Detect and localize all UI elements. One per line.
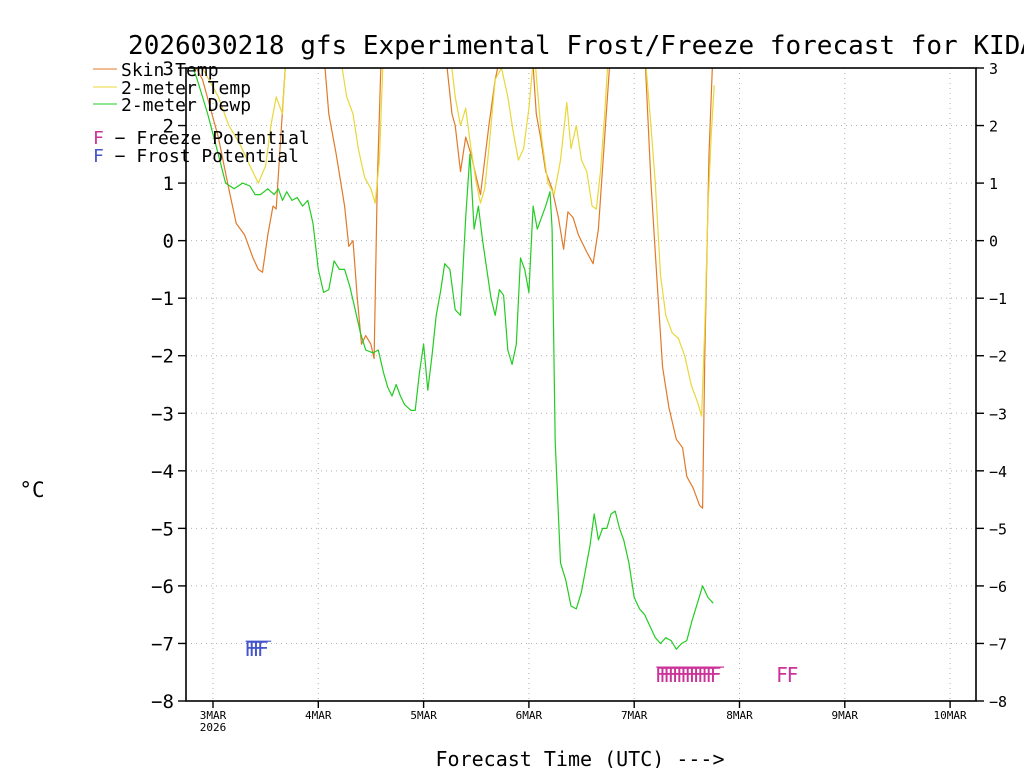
y-tick-label-right: 1 (989, 175, 998, 193)
x-tick-label: 10MAR (934, 709, 967, 722)
y-tick-label-left: −3 (151, 403, 174, 425)
y-tick-label-left: −4 (151, 461, 174, 483)
x-tick-label: 7MAR (621, 709, 648, 722)
x-tick-label: 3MAR (200, 709, 227, 722)
y-tick-label-left: −6 (151, 576, 174, 598)
frost-marker: F (253, 637, 265, 661)
plot-frame (185, 67, 977, 702)
y-tick-label-left: 1 (163, 173, 174, 195)
legend-skin-temp: Skin Temp (121, 60, 219, 81)
freeze-marker: F (681, 663, 693, 687)
series-line-2-meter-temp (201, 68, 715, 417)
y-tick-label-right: −2 (989, 348, 1007, 366)
y-tick-label-right: −7 (989, 635, 1007, 653)
x-tick-label: 9MAR (832, 709, 859, 722)
freeze-marker: F (787, 663, 799, 687)
freeze-marker: F (697, 663, 709, 687)
freeze-marker: F (706, 663, 718, 687)
y-tick-label-right: −8 (989, 693, 1007, 711)
y-tick-label-left: −5 (151, 518, 174, 540)
legend-2m-dewp: 2-meter Dewp (121, 95, 251, 116)
y-tick-label-right: 0 (989, 233, 998, 251)
y-tick-label-left: −2 (151, 346, 174, 368)
y-tick-label-right: 2 (989, 118, 998, 136)
freeze-text: − Freeze Potential (104, 128, 310, 149)
series-lines (192, 68, 715, 650)
x-tick-label: 8MAR (726, 709, 753, 722)
series-line-skin-temp (195, 68, 713, 509)
frost-marker: F (249, 637, 261, 661)
y-tick-label-left: 0 (163, 231, 174, 253)
y-tick-label-right: −4 (989, 463, 1007, 481)
frost-marker: F (257, 637, 269, 661)
y-axis-label: °C (19, 478, 44, 502)
grid (186, 68, 976, 701)
y-tick-label-left: −7 (151, 633, 174, 655)
freeze-marker: F (702, 663, 714, 687)
freeze-marker: F (664, 663, 676, 687)
axis-ticks: −8 −8 −7 −7 −6 −6 −5 −5 −4 −4 −3 −3 −2 −2 −1 −1 0 0 1 1 2 2 3 3… (151, 58, 1007, 734)
legend: Skin Temp 2-meter Temp 2-meter Dewp F − … (93, 60, 310, 167)
freeze-marker: F (710, 663, 722, 687)
series-line-2-meter-dewp (192, 68, 714, 650)
freeze-marker: F (676, 663, 688, 687)
y-tick-label-right: −1 (989, 290, 1007, 308)
freeze-marker: F (668, 663, 680, 687)
x-tick-sublabel: 2026 (200, 721, 227, 734)
legend-frost-potential: F − Frost Potential (93, 146, 299, 167)
legend-2m-temp: 2-meter Temp (121, 78, 251, 99)
freeze-marker: F (693, 663, 705, 687)
frost-marker: F (245, 637, 257, 661)
y-tick-label-left: −1 (151, 288, 174, 310)
chart-title: 2026030218 gfs Experimental Frost/Freeze… (128, 31, 1024, 61)
freeze-marker: F (659, 663, 671, 687)
y-tick-label-left: 2 (163, 116, 174, 138)
freeze-letter: F (93, 128, 104, 149)
freeze-marker: F (655, 663, 667, 687)
y-tick-label-left: −8 (151, 691, 174, 713)
freeze-marker: F (689, 663, 701, 687)
x-tick-label: 5MAR (410, 709, 437, 722)
freeze-marker: F (685, 663, 697, 687)
freeze-marker: F (776, 663, 788, 687)
y-tick-label-right: −5 (989, 520, 1007, 538)
x-tick-label: 6MAR (516, 709, 543, 722)
frost-text: − Frost Potential (104, 146, 299, 167)
y-tick-label-right: −6 (989, 578, 1007, 596)
y-tick-label-right: 3 (989, 60, 998, 78)
y-tick-label-left: 3 (163, 58, 174, 80)
x-axis-label: Forecast Time (UTC) ---> (436, 747, 725, 768)
x-tick-label: 4MAR (305, 709, 332, 722)
y-tick-label-right: −3 (989, 405, 1007, 423)
frost-letter: F (93, 146, 104, 167)
freeze-marker: F (672, 663, 684, 687)
legend-freeze-potential: F − Freeze Potential (93, 128, 310, 149)
